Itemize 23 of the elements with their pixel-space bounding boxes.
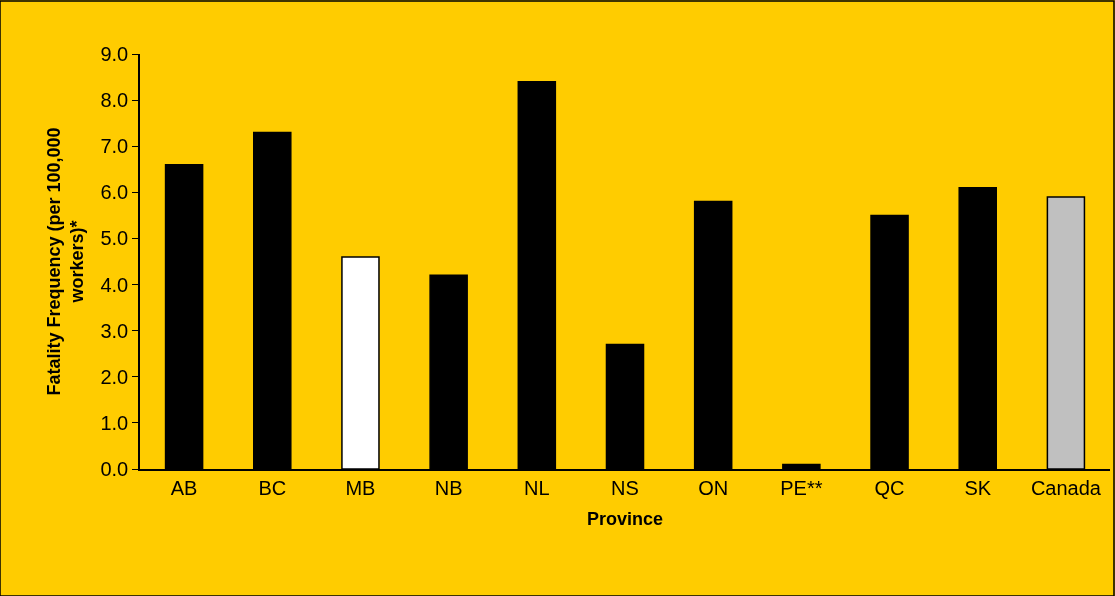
- x-tick-label: ON: [698, 476, 729, 499]
- y-tick-label: 8.0: [100, 89, 129, 112]
- x-tick-label: PE**: [780, 476, 823, 499]
- y-axis-title: Fatality Frequency (per 100,000 workers)*: [43, 127, 88, 396]
- x-tick-label: AB: [170, 476, 198, 499]
- x-tick-label: NB: [434, 476, 463, 499]
- y-tick-label: 6.0: [100, 181, 129, 204]
- x-tick-label: BC: [258, 476, 287, 499]
- y-tick-label: 2.0: [100, 365, 129, 388]
- x-tick-label: NL: [524, 476, 550, 499]
- x-tick-label: Canada: [1030, 476, 1102, 499]
- y-tick-label: 0.0: [100, 458, 129, 480]
- y-tick-label: 1.0: [100, 411, 129, 434]
- y-tick-label: 5.0: [100, 227, 129, 250]
- y-tick-label: 4.0: [100, 273, 129, 296]
- y-tick-label: 7.0: [100, 135, 129, 158]
- y-tick-label: 3.0: [100, 319, 129, 342]
- x-axis-title: Province: [586, 509, 664, 530]
- y-tick-label: 9.0: [100, 43, 129, 65]
- x-tick-label: MB: [345, 476, 376, 499]
- x-tick-label: QC: [874, 476, 905, 499]
- x-tick-label: NS: [611, 476, 639, 499]
- x-tick-label: SK: [964, 476, 992, 499]
